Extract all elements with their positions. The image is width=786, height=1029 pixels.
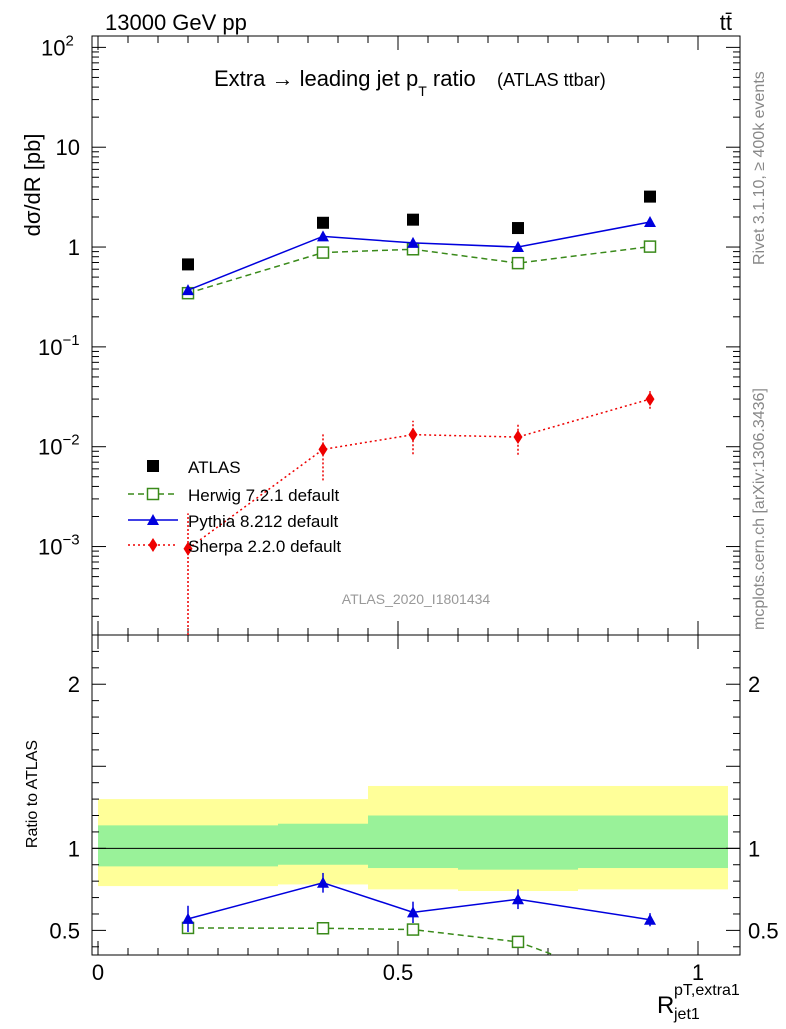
process-label: tt̄ (720, 10, 732, 35)
plot-title: Extra → leading jet pT ratio (214, 66, 476, 99)
legend-label-3: Sherpa 2.2.0 default (188, 537, 341, 556)
ratio-series (181, 872, 656, 956)
series-2-point-4 (644, 216, 656, 228)
series-2-point-3 (512, 241, 524, 253)
ratio-axes: 0.5 0.5 1 1 2 2 0 0.5 1 (49, 634, 779, 985)
legend-marker-1 (146, 487, 160, 501)
ratio-1-point-4 (644, 913, 656, 925)
series-0-point-4 (644, 190, 656, 203)
series-3-point-2 (408, 427, 418, 442)
x-axis-label-sup: pT,extra1 (674, 982, 740, 999)
ratio-1-point-1 (317, 876, 329, 888)
ratio-1-point-3 (512, 893, 524, 905)
series-0-point-3 (512, 222, 524, 235)
series-2-point-0 (182, 284, 194, 296)
series-line-3 (187, 398, 651, 550)
x-axis-label: R (657, 992, 674, 1019)
band-green-4 (578, 815, 728, 869)
plot-title-main: Extra → leading jet p (214, 66, 418, 91)
band-green-2 (368, 815, 458, 869)
legend-marker-2 (147, 514, 159, 525)
ratio-frame (91, 634, 741, 956)
plot-title-sub: T (418, 83, 427, 99)
series-2-point-1 (317, 230, 329, 242)
main-y-tick-label-2: 1 (68, 235, 80, 260)
ratio-0-point-1 (316, 922, 330, 935)
legend-label-1: Herwig 7.2.1 default (188, 486, 339, 505)
series-line-2 (187, 221, 651, 291)
x-tick-label-1: 0.5 (383, 960, 414, 985)
main-y-tick-label-5: 10−3 (38, 532, 80, 560)
series-2-point-2 (407, 236, 419, 248)
series-0-point-2 (407, 213, 419, 226)
main-y-tick-label-3: 10−1 (38, 332, 80, 360)
ratio-1-point-0 (182, 912, 194, 924)
plot-title-tail: ratio (427, 66, 476, 91)
legend-marker-0 (147, 460, 159, 472)
series-1-point-1 (316, 246, 330, 259)
ratio-line-0 (187, 927, 555, 956)
series-3-point-4 (645, 392, 655, 407)
x-axis-label-sub: jet1 (673, 1006, 700, 1023)
ratio-y-tick-label-right-2: 2 (748, 672, 760, 697)
series-3-point-0 (183, 541, 193, 556)
series-0-point-1 (317, 216, 329, 229)
ratio-0-point-3 (511, 935, 525, 949)
band-green-0 (98, 825, 278, 867)
ratio-y-label: Ratio to ATLAS (24, 740, 41, 848)
ratio-0-point-2 (406, 923, 420, 936)
series-1-point-4 (643, 240, 657, 253)
series-1-point-3 (511, 256, 525, 270)
ratio-y-tick-label-2: 2 (68, 672, 80, 697)
uncertainty-bands (98, 785, 728, 891)
main-y-label: dσ/dR [pb] (20, 134, 45, 237)
x-tick-label-0: 0 (92, 960, 104, 985)
mcplots-label: mcplots.cern.ch [arXiv:1306.3436] (751, 388, 768, 630)
legend: ATLAS Herwig 7.2.1 default Pythia 8.212 de… (128, 458, 341, 556)
legend-label-0: ATLAS (188, 458, 241, 477)
main-y-tick-label-4: 10−2 (38, 432, 80, 460)
legend-label-2: Pythia 8.212 default (188, 512, 339, 531)
plot-title-paren: (ATLAS ttbar) (497, 70, 606, 90)
rivet-label: Rivet 3.1.10, ≥ 400k events (751, 71, 768, 265)
ratio-y-tick-label-1: 1 (68, 836, 80, 861)
band-green-3 (458, 815, 578, 870)
ratio-1-point-2 (407, 906, 419, 918)
series-0-point-0 (182, 258, 194, 271)
series-3-point-1 (318, 442, 328, 457)
ratio-y-tick-label-right-1: 1 (748, 836, 760, 861)
x-tick-label-2: 1 (692, 960, 704, 985)
legend-marker-3 (148, 538, 158, 552)
series-3-point-3 (513, 430, 523, 445)
analysis-watermark: ATLAS_2020_I1801434 (342, 591, 491, 607)
band-green-1 (278, 823, 368, 865)
ratio-y-tick-label-0: 0.5 (49, 918, 80, 943)
main-series (181, 190, 657, 635)
ratio-y-tick-label-right-0: 0.5 (748, 918, 779, 943)
energy-label: 13000 GeV pp (105, 10, 247, 35)
main-y-tick-label-0: 102 (41, 32, 74, 60)
x-axis-label-main: R (657, 992, 674, 1019)
main-y-tick-label-1: 10 (56, 135, 80, 160)
